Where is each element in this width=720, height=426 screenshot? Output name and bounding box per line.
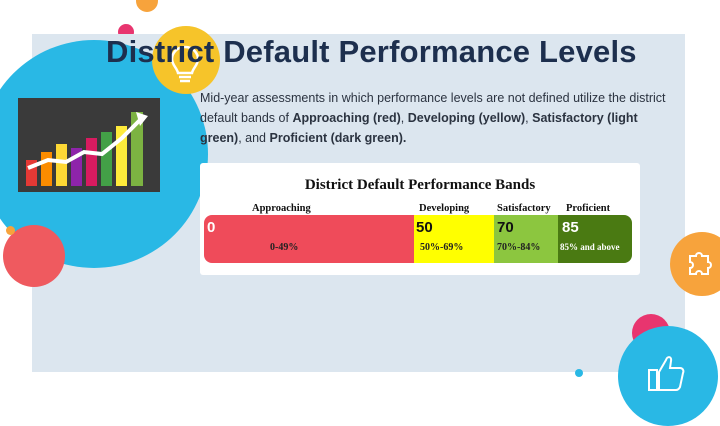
decor-dot-cyan: [575, 369, 583, 377]
band-developing: 50 50%-69%: [414, 215, 494, 263]
band-header-approaching: Approaching: [252, 203, 311, 214]
band-approaching: 0 0-49%: [204, 215, 414, 263]
approaching-label: Approaching (red): [292, 111, 401, 125]
description-intro: Mid-year assessments in which performanc…: [200, 91, 666, 125]
proficient-label: Proficient (dark green).: [269, 131, 407, 145]
performance-bands-image: District Default Performance Bands Appro…: [200, 163, 640, 275]
band-header-developing: Developing: [419, 203, 470, 214]
decor-dot-orange: [6, 226, 15, 235]
band-range-proficient: 85% and above: [560, 242, 620, 252]
thumbs-up-icon: [646, 350, 686, 394]
satisfactory-label: Satisfactory (light green): [200, 111, 638, 145]
band-satisfactory: 70 70%-84%: [494, 215, 558, 263]
page-title: District Default Performance Levels: [106, 34, 637, 69]
description-text: Mid-year assessments in which performanc…: [200, 88, 670, 148]
decor-circle-orange-top: [136, 0, 158, 12]
decor-circle-yellow: [152, 26, 220, 94]
band-start-proficient: 85: [562, 219, 579, 236]
description-separator: , and: [238, 131, 267, 145]
bands-title: District Default Performance Bands: [304, 177, 536, 193]
band-start-approaching: 0: [207, 219, 216, 236]
band-start-developing: 50: [416, 219, 433, 236]
band-proficient: 85 85% and above: [558, 215, 632, 263]
lightbulb-icon: [168, 44, 202, 86]
band-range-approaching: 0-49%: [270, 242, 299, 253]
band-header-proficient: Proficient: [566, 203, 611, 214]
description-separator: ,: [525, 111, 529, 125]
band-start-satisfactory: 70: [497, 219, 514, 236]
developing-label: Developing (yellow): [407, 111, 526, 125]
band-header-satisfactory: Satisfactory: [497, 203, 551, 214]
band-range-developing: 50%-69%: [420, 242, 464, 253]
bar-chart-growth-image: [18, 98, 160, 192]
description-separator: ,: [400, 111, 405, 125]
decor-circle-red: [3, 225, 65, 287]
puzzle-icon: [686, 248, 716, 278]
band-range-satisfactory: 70%-84%: [497, 242, 541, 253]
